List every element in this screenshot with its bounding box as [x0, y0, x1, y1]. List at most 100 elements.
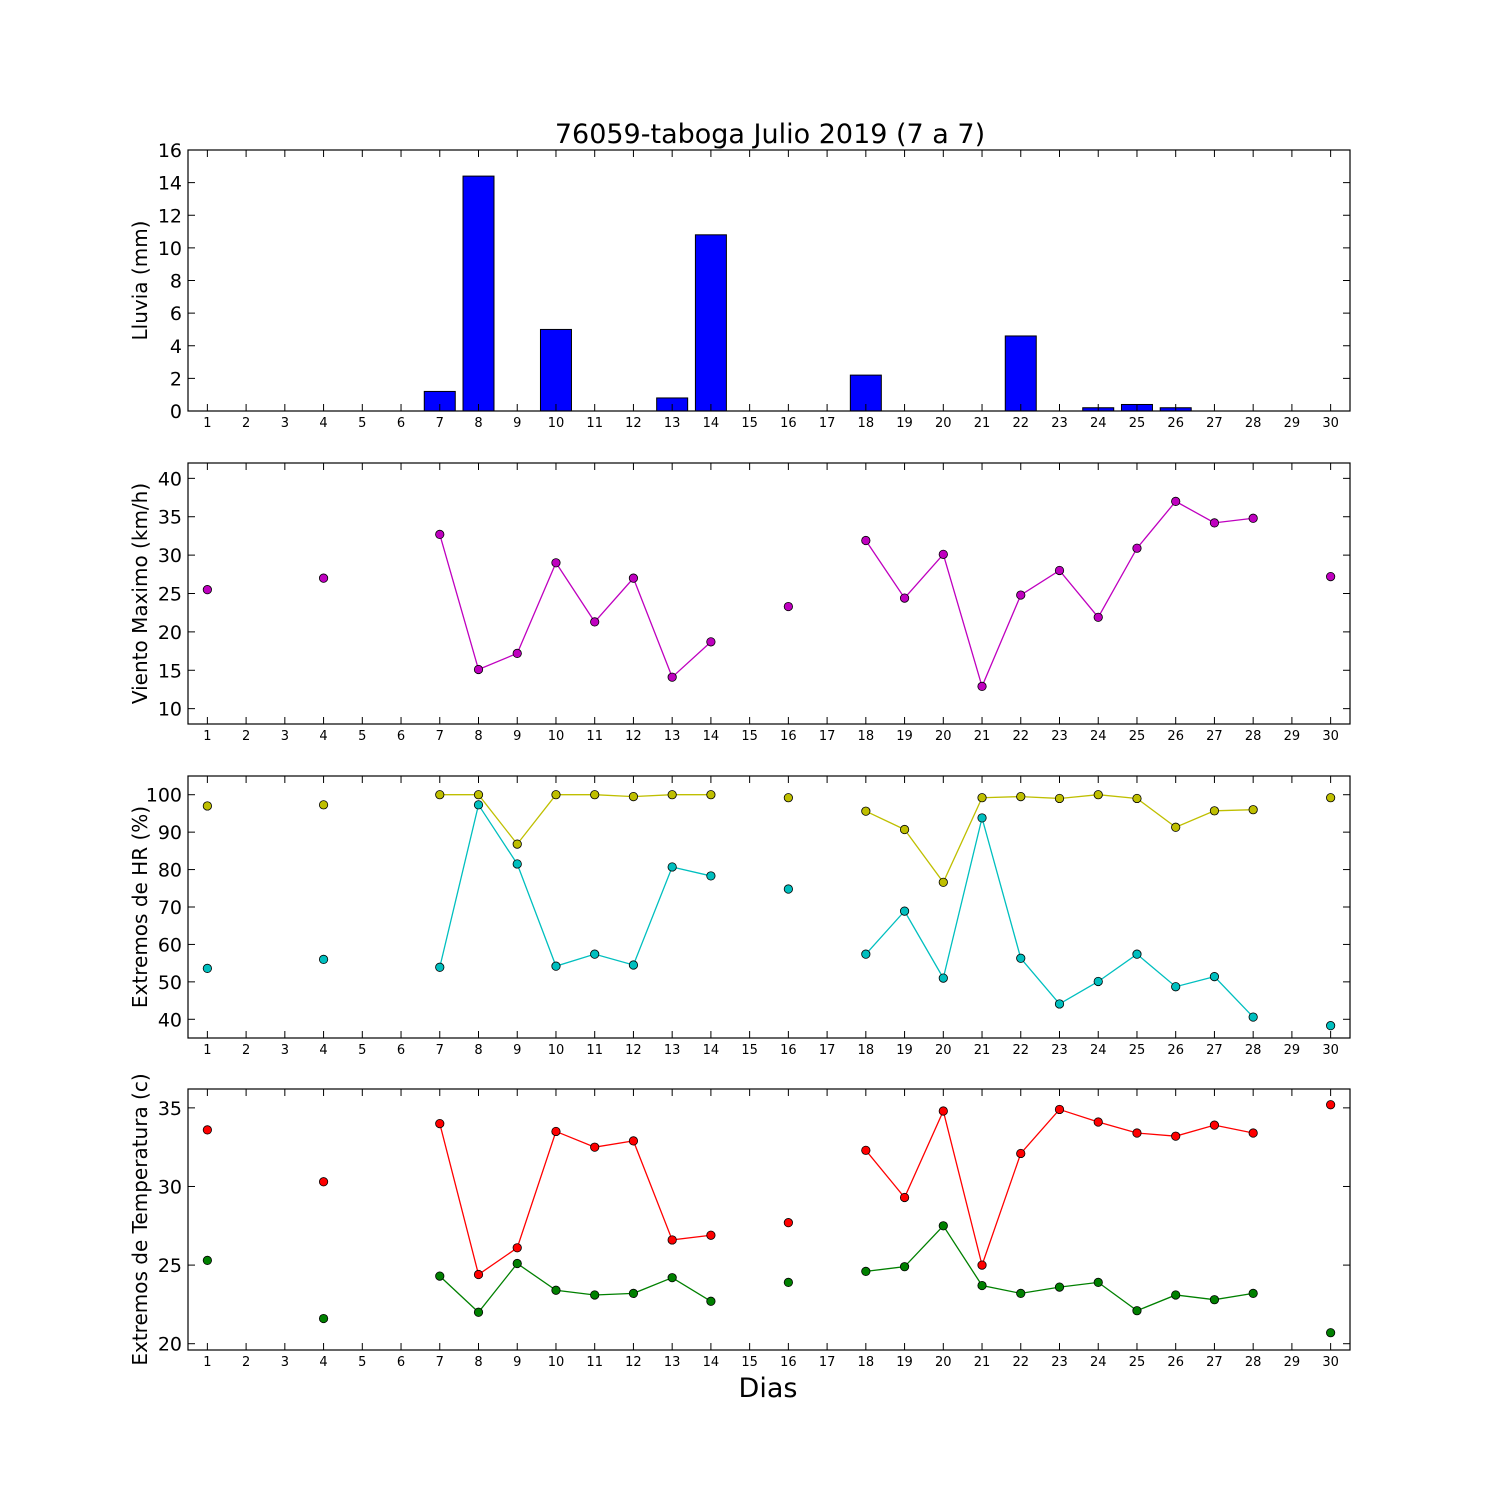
x-tick-label: 10: [548, 1043, 565, 1058]
x-tick-label: 9: [513, 1355, 521, 1370]
point-4-2-day-13: [667, 1273, 677, 1283]
point-3-2-day-9: [512, 859, 522, 869]
x-tick-label: 26: [1167, 1043, 1184, 1058]
point-4-1-day-28: [1248, 1128, 1258, 1138]
point-3-2-day-10: [551, 961, 561, 971]
x-tick-label: 13: [664, 1043, 681, 1058]
point-3-2-day-23: [1054, 999, 1065, 1009]
x-tick-label: 15: [741, 729, 758, 744]
x-tick-label: 13: [664, 416, 681, 431]
x-tick-label: 7: [436, 1355, 444, 1370]
y-tick-label: 2: [170, 368, 182, 390]
point-3-2-day-8: [473, 800, 484, 810]
y-tick-label: 70: [158, 897, 182, 919]
x-tick-label: 22: [1012, 1043, 1029, 1058]
x-tick-label: 22: [1012, 729, 1029, 744]
x-tick-label: 8: [474, 1355, 482, 1370]
point-4-1-day-25: [1132, 1128, 1142, 1138]
point-4-2-day-21: [977, 1280, 987, 1291]
point-4-2-day-30: [1326, 1328, 1336, 1338]
point-4-2-day-23: [1054, 1282, 1065, 1292]
point-2-1-day-9: [512, 648, 522, 658]
rain-bar-day-10: [539, 328, 572, 412]
x-tick-label: 9: [513, 1043, 521, 1058]
x-tick-label: 25: [1129, 729, 1146, 744]
point-4-2-day-25: [1132, 1306, 1142, 1316]
x-tick-label: 8: [474, 729, 482, 744]
x-tick-label: 3: [281, 729, 289, 744]
x-tick-label: 4: [319, 1043, 327, 1058]
point-2-1-day-26: [1171, 496, 1181, 506]
y-tick-label: 20: [158, 622, 182, 644]
point-4-1-day-30: [1326, 1100, 1336, 1110]
x-tick-label: 11: [586, 416, 603, 431]
x-axis-label: Dias: [739, 1373, 798, 1404]
point-4-2-day-11: [590, 1290, 600, 1300]
x-tick-label: 6: [397, 416, 405, 431]
x-tick-label: 2: [242, 416, 250, 431]
y-tick-label: 100: [146, 785, 182, 807]
point-3-1-day-11: [590, 790, 600, 800]
y-tick-label: 20: [158, 1334, 182, 1356]
point-2-1-day-11: [590, 617, 600, 627]
x-tick-label: 3: [281, 1043, 289, 1058]
x-tick-label: 5: [358, 1043, 366, 1058]
x-tick-label: 14: [703, 416, 720, 431]
x-tick-label: 24: [1090, 1043, 1107, 1058]
x-tick-label: 14: [703, 729, 720, 744]
x-tick-label: 2: [242, 1043, 250, 1058]
point-3-2-day-14: [706, 871, 716, 881]
point-3-1-day-19: [899, 824, 910, 835]
point-4-1-day-13: [667, 1235, 677, 1245]
x-tick-label: 12: [625, 416, 642, 431]
point-3-1-day-27: [1209, 806, 1220, 816]
point-4-1-day-9: [512, 1243, 522, 1253]
x-tick-label: 16: [780, 1355, 797, 1370]
point-3-1-day-13: [667, 790, 677, 800]
y-tick-label: 30: [158, 545, 182, 567]
rain-bar-day-22: [1004, 335, 1037, 412]
point-3-2-day-20: [938, 973, 948, 983]
point-2-1-day-30: [1326, 572, 1336, 582]
y-tick-label: 25: [158, 584, 182, 606]
point-3-1-day-9: [512, 839, 522, 849]
point-4-1-day-1: [202, 1125, 212, 1135]
x-tick-label: 27: [1206, 416, 1223, 431]
x-tick-label: 6: [397, 1043, 405, 1058]
x-tick-label: 11: [586, 1043, 603, 1058]
x-tick-label: 22: [1012, 1355, 1029, 1370]
y-axis-label: Lluvia (mm): [128, 221, 152, 341]
x-tick-label: 2: [242, 1355, 250, 1370]
point-4-2-day-26: [1171, 1290, 1181, 1300]
y-tick-label: 40: [158, 468, 182, 490]
point-3-1-day-12: [628, 791, 639, 802]
point-2-1-day-21: [977, 681, 987, 691]
x-tick-label: 21: [974, 729, 991, 744]
point-3-1-day-30: [1326, 793, 1336, 803]
x-tick-label: 12: [625, 1355, 642, 1370]
x-tick-label: 6: [397, 1355, 405, 1370]
y-tick-label: 0: [170, 401, 182, 423]
point-4-1-day-27: [1209, 1120, 1220, 1130]
point-4-1-day-23: [1054, 1104, 1065, 1115]
point-4-1-day-22: [1016, 1148, 1026, 1159]
y-tick-label: 80: [158, 860, 182, 882]
x-tick-label: 27: [1206, 1355, 1223, 1370]
x-tick-label: 30: [1322, 416, 1339, 431]
point-3-2-day-19: [899, 906, 910, 916]
x-tick-label: 11: [586, 729, 603, 744]
point-4-2-day-4: [318, 1313, 329, 1324]
x-tick-label: 9: [513, 416, 521, 431]
panels: 1 2 3 4 5 6 7 8 9 10 11 12 13 14 15 16 17 18 19 20 21 22 23 24 2…: [128, 140, 1351, 1370]
y-tick-label: 14: [158, 173, 182, 195]
point-2-1-day-1: [202, 585, 212, 595]
point-3-2-day-12: [628, 960, 639, 970]
x-tick-label: 17: [819, 416, 836, 431]
x-tick-label: 5: [358, 729, 366, 744]
x-tick-label: 1: [203, 729, 211, 744]
series-line-3-2: [440, 805, 1331, 1026]
point-4-2-day-27: [1209, 1295, 1220, 1305]
point-3-1-day-26: [1171, 822, 1181, 832]
point-4-2-day-9: [512, 1258, 522, 1269]
x-tick-label: 30: [1322, 1043, 1339, 1058]
